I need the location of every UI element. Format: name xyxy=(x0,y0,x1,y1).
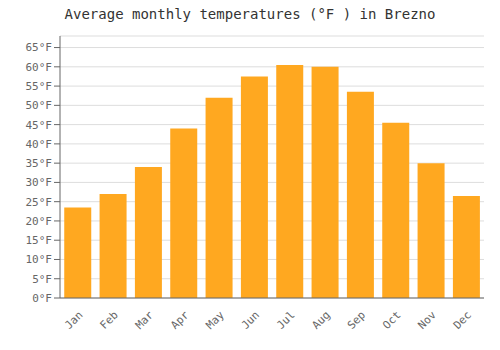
svg-text:Nov: Nov xyxy=(416,308,440,332)
svg-text:Apr: Apr xyxy=(168,308,192,332)
svg-text:35°F: 35°F xyxy=(26,157,53,170)
svg-text:55°F: 55°F xyxy=(26,80,53,93)
svg-text:60°F: 60°F xyxy=(26,61,53,74)
svg-text:5°F: 5°F xyxy=(32,273,52,286)
svg-text:Jul: Jul xyxy=(274,309,297,332)
svg-text:45°F: 45°F xyxy=(26,119,53,132)
svg-text:65°F: 65°F xyxy=(26,41,53,54)
svg-text:Dec: Dec xyxy=(451,309,474,332)
svg-text:40°F: 40°F xyxy=(26,138,53,151)
html-text:Average monthly temperatures (: Average monthly temperatures (°F ) in Br… xyxy=(64,6,436,22)
svg-text:Jun: Jun xyxy=(239,309,262,332)
svg-text:20°F: 20°F xyxy=(26,215,53,228)
svg-text:25°F: 25°F xyxy=(26,196,53,209)
svg-text:15°F: 15°F xyxy=(26,234,53,247)
svg-text:10°F: 10°F xyxy=(26,253,53,266)
svg-text:Feb: Feb xyxy=(98,309,121,332)
svg-text:0°F: 0°F xyxy=(32,292,52,305)
svg-text:Sep: Sep xyxy=(345,309,368,332)
svg-text:30°F: 30°F xyxy=(26,176,53,189)
svg-text:Oct: Oct xyxy=(380,309,403,332)
svg-text:Mar: Mar xyxy=(133,308,157,332)
svg-text:50°F: 50°F xyxy=(26,99,53,112)
svg-text:May: May xyxy=(204,308,228,332)
svg-text:Jan: Jan xyxy=(62,309,85,332)
svg-text:Aug: Aug xyxy=(310,309,333,332)
